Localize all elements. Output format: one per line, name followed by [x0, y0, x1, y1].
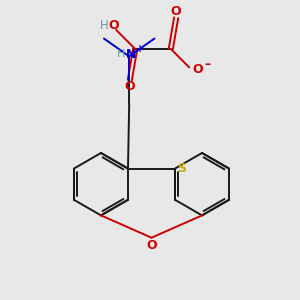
Text: +: + — [136, 44, 144, 54]
Text: –: – — [204, 58, 210, 71]
Text: O: O — [108, 19, 119, 32]
Text: O: O — [124, 80, 135, 93]
Text: H: H — [100, 19, 109, 32]
Text: O: O — [192, 63, 203, 76]
Text: O: O — [146, 238, 157, 252]
Text: N: N — [125, 48, 136, 61]
Text: H: H — [117, 49, 125, 59]
Text: S: S — [177, 162, 186, 175]
Text: O: O — [171, 5, 182, 18]
